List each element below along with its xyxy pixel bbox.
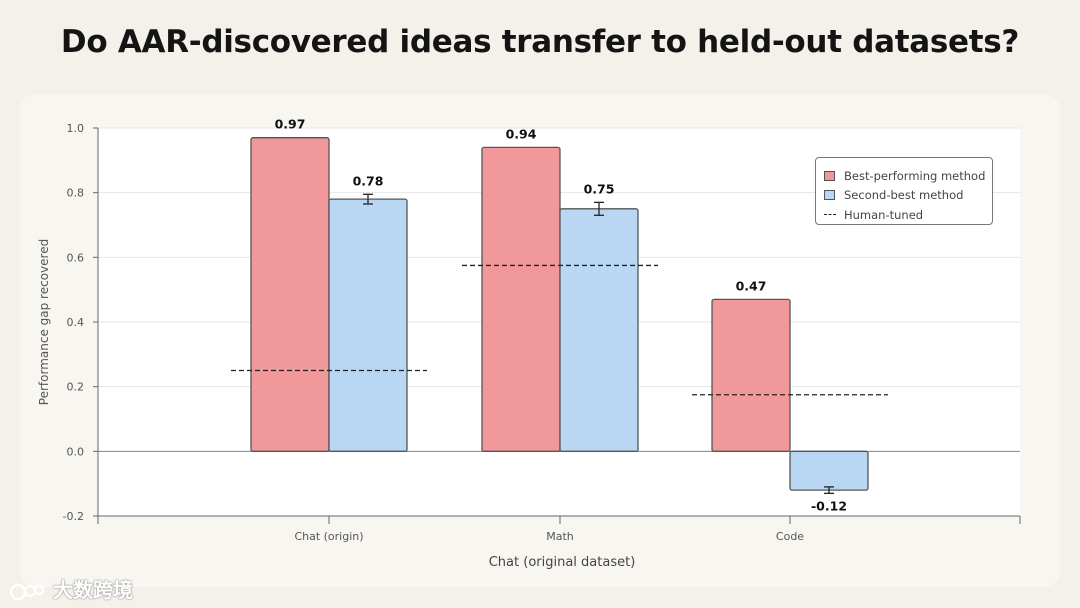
bar-best (481, 146, 561, 452)
legend-label-human: Human-tuned (844, 207, 924, 222)
data-label: 0.94 (506, 126, 537, 141)
legend-swatch-human (824, 214, 836, 216)
data-label: 0.97 (275, 117, 306, 132)
x-axis-label: Chat (original dataset) (489, 555, 636, 570)
bar-second (328, 198, 408, 452)
bar-second (789, 450, 869, 491)
legend-swatch-best (824, 170, 835, 181)
bar-best (711, 298, 791, 452)
legend-item-second: Second-best method (824, 186, 992, 206)
x-tick-label: Math (546, 530, 574, 543)
y-tick-label: -0.2 (63, 510, 84, 523)
watermark: 大数跨境 (8, 574, 133, 603)
legend-item-best: Best-performing method (824, 166, 992, 186)
x-tick-label: Chat (origin) (294, 530, 363, 543)
y-tick-label: 0.8 (67, 187, 85, 200)
legend-label-second: Second-best method (844, 188, 964, 203)
data-label: 0.47 (736, 278, 767, 293)
chart-title: Do AAR-discovered ideas transfer to held… (60, 24, 1020, 60)
y-tick-label: 0.4 (67, 316, 85, 329)
legend-item-human: Human-tuned (824, 205, 992, 225)
data-label: -0.12 (811, 498, 847, 513)
watermark-logo-icon (9, 583, 45, 600)
x-tick-label: Code (776, 530, 804, 543)
bar-best (250, 137, 330, 452)
y-tick-label: 0.6 (67, 251, 85, 264)
y-axis-label: Performance gap recovered (37, 239, 51, 405)
watermark-text: 大数跨境 (52, 578, 133, 602)
data-label: 0.75 (584, 181, 615, 196)
legend-swatch-second (824, 190, 835, 201)
legend: Best-performing method Second-best metho… (815, 157, 993, 225)
y-tick-label: 0.2 (67, 381, 85, 394)
y-tick-label: 0.0 (67, 445, 85, 458)
bar-second (559, 208, 639, 452)
y-tick-label: 1.0 (67, 122, 85, 135)
data-label: 0.78 (353, 173, 384, 188)
legend-label-best: Best-performing method (844, 168, 986, 183)
